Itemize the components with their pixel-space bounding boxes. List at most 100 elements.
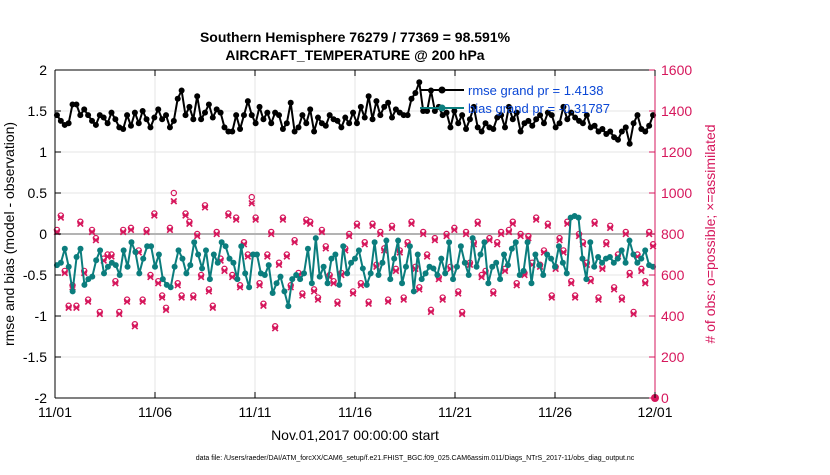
rmse-marker xyxy=(533,116,540,123)
rmse-marker xyxy=(127,122,134,129)
rmse-marker xyxy=(517,128,524,135)
obs-assimilated-marker xyxy=(143,228,150,236)
legend-rmse-label: rmse grand pr = 1.4138 xyxy=(468,83,604,98)
obs-assimilated-marker xyxy=(139,298,147,306)
rmse-marker xyxy=(81,106,88,113)
obs-assimilated-marker xyxy=(458,310,466,318)
bias-marker xyxy=(575,214,582,221)
rmse-marker xyxy=(470,103,477,110)
bias-marker xyxy=(395,237,402,244)
obs-assimilated-marker xyxy=(595,296,602,303)
rmse-marker xyxy=(369,116,376,123)
obs-assimilated-marker xyxy=(76,220,84,228)
obs-assimilated-marker xyxy=(147,273,154,281)
rmse-marker xyxy=(537,112,544,119)
bias-marker xyxy=(414,251,421,258)
obs-assimilated-marker xyxy=(450,226,458,234)
bias-marker xyxy=(344,270,351,277)
bias-marker xyxy=(418,276,425,283)
bias-marker xyxy=(481,239,488,246)
obs-assimilated-marker xyxy=(505,228,513,236)
rmse-marker xyxy=(408,95,415,102)
bias-marker xyxy=(501,251,508,258)
rmse-marker xyxy=(139,108,146,114)
plot-layer xyxy=(53,79,659,402)
obs-assimilated-marker xyxy=(299,292,306,299)
bias-marker xyxy=(457,243,464,250)
bias-marker xyxy=(285,303,292,310)
bias-marker xyxy=(183,270,190,277)
bias-marker xyxy=(199,265,206,272)
bias-marker xyxy=(308,280,315,287)
rmse-marker xyxy=(131,109,138,116)
rmse-marker xyxy=(412,89,419,96)
bias-marker xyxy=(524,239,531,246)
rmse-marker xyxy=(163,112,170,119)
y-left-tick-label: 1.5 xyxy=(28,103,48,119)
y-right-tick-label: 1600 xyxy=(661,62,692,78)
obs-assimilated-marker xyxy=(423,253,431,260)
rmse-marker xyxy=(233,112,240,119)
rmse-marker xyxy=(256,103,263,110)
bias-marker xyxy=(367,270,374,277)
bias-marker xyxy=(155,251,162,258)
rmse-marker xyxy=(147,124,154,131)
rmse-marker xyxy=(353,120,360,127)
bias-marker xyxy=(301,270,308,277)
rmse-marker xyxy=(73,101,80,108)
obs-assimilated-marker xyxy=(400,296,408,303)
bias-marker xyxy=(606,253,613,260)
bias-marker xyxy=(410,288,417,295)
rmse-marker xyxy=(57,117,64,124)
obs-assimilated-marker xyxy=(267,230,275,238)
bias-marker xyxy=(289,276,296,283)
bias-marker xyxy=(238,243,245,250)
obs-assimilated-marker xyxy=(92,236,100,244)
bias-marker xyxy=(120,247,127,254)
rmse-marker xyxy=(361,114,368,121)
obs-assimilated-marker xyxy=(232,216,240,224)
rmse-marker xyxy=(365,93,372,100)
obs-assimilated-marker xyxy=(532,216,540,224)
obs-assimilated-marker xyxy=(88,228,96,236)
x-tick-label: 11/01 xyxy=(38,404,72,420)
rmse-marker xyxy=(166,124,173,131)
chart-title-line1: Southern Hemisphere 76279 / 77369 = 98.5… xyxy=(200,29,511,45)
bias-marker xyxy=(195,251,202,258)
bias-marker xyxy=(124,263,131,270)
obs-assimilated-marker xyxy=(361,240,369,248)
x-tick-label: 11/21 xyxy=(438,404,472,420)
rmse-marker xyxy=(626,140,633,147)
bias-marker xyxy=(355,247,362,254)
rmse-marker xyxy=(322,122,329,129)
bias-marker xyxy=(128,239,135,246)
y-left-tick-label: 0 xyxy=(39,226,47,242)
rmse-marker xyxy=(283,120,290,127)
rmse-marker xyxy=(568,109,575,116)
bias-marker xyxy=(265,262,272,269)
y-right-tick-label: 1400 xyxy=(661,103,692,119)
x-tick-label: 11/16 xyxy=(338,404,372,420)
bias-marker xyxy=(548,255,555,262)
obs-assimilated-marker xyxy=(150,212,158,219)
bias-marker xyxy=(242,270,249,277)
obs-assimilated-marker xyxy=(96,310,104,318)
obs-assimilated-marker xyxy=(186,220,193,228)
rmse-marker xyxy=(614,136,621,143)
rmse-marker xyxy=(466,116,473,123)
bias-marker xyxy=(132,249,139,256)
obs-assimilated-marker xyxy=(209,304,217,312)
rmse-marker xyxy=(377,112,384,119)
bias-marker xyxy=(536,262,543,269)
rmse-marker xyxy=(431,108,438,114)
y-right-tick-label: 200 xyxy=(661,349,685,365)
bias-marker xyxy=(230,259,237,266)
rmse-marker xyxy=(474,124,481,131)
rmse-marker xyxy=(646,122,653,129)
obs-assimilated-marker xyxy=(205,288,213,295)
obs-assimilated-marker xyxy=(73,304,80,312)
obs-assimilated-marker xyxy=(263,253,271,260)
bias-marker xyxy=(210,251,217,258)
rmse-marker xyxy=(552,124,559,131)
